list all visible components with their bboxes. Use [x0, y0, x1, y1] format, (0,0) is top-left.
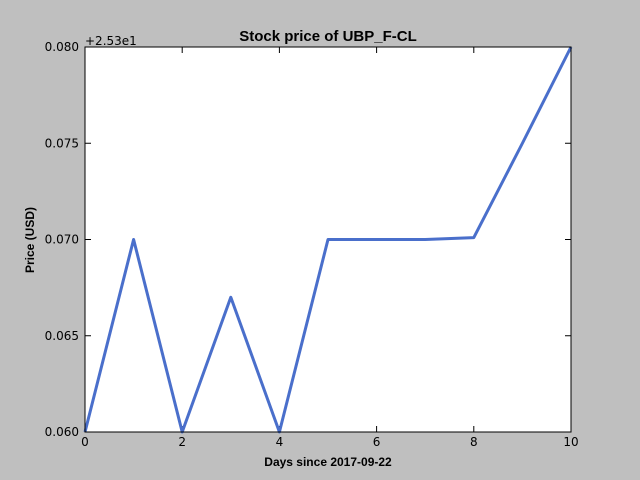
x-tick-label: 2 — [178, 435, 186, 449]
x-axis-label: Days since 2017-09-22 — [264, 455, 392, 469]
x-tick-label: 4 — [276, 435, 284, 449]
y-axis-label: Price (USD) — [23, 207, 37, 273]
x-tick-label: 6 — [373, 435, 381, 449]
y-tick-label: 0.070 — [45, 233, 79, 247]
y-tick-label: 0.060 — [45, 425, 79, 439]
x-tick-label: 8 — [470, 435, 478, 449]
y-offset-text: +2.53e1 — [85, 34, 137, 48]
plot-frame — [84, 46, 572, 433]
x-tick-label: 10 — [563, 435, 578, 449]
y-tick-label: 0.075 — [45, 136, 79, 150]
y-tick-label: 0.065 — [45, 329, 79, 343]
y-tick-label: 0.080 — [45, 40, 79, 54]
x-tick-label: 0 — [81, 435, 89, 449]
chart-title: Stock price of UBP_F-CL — [239, 28, 417, 45]
line-series — [83, 46, 573, 434]
